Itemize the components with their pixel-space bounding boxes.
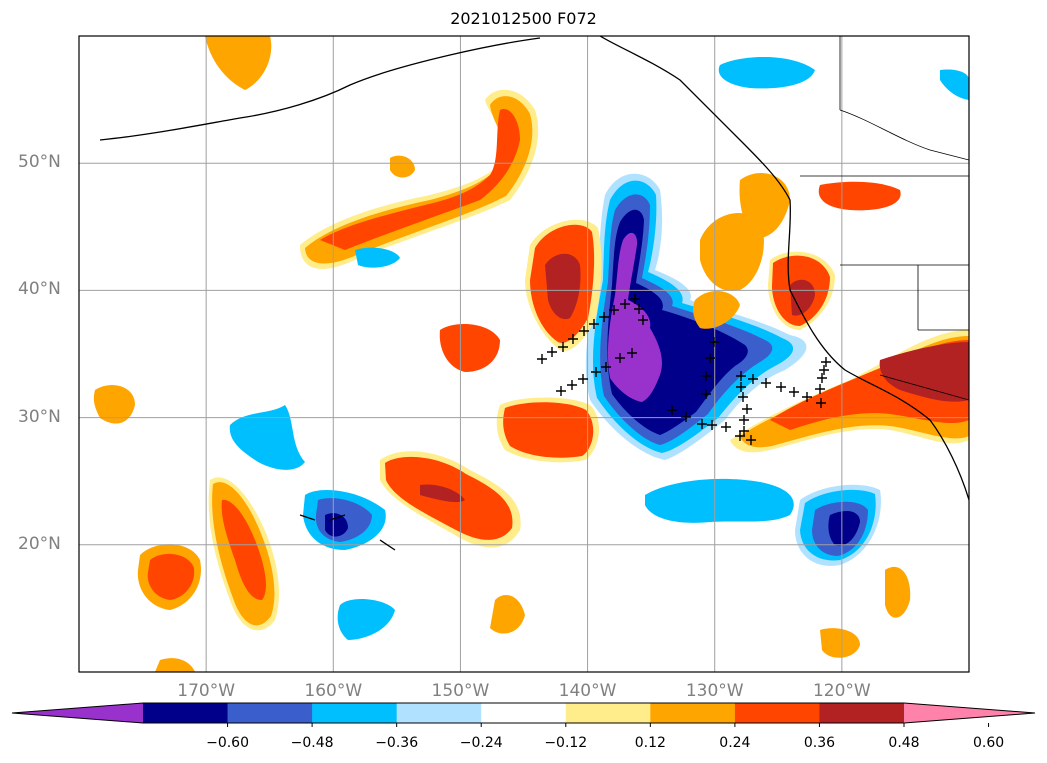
cross-marker (742, 404, 752, 414)
latitude-label: 40°N (18, 279, 61, 300)
plot-title: 2021012500 F072 (450, 9, 597, 28)
cross-marker (591, 367, 601, 377)
colorbar-segment (227, 703, 313, 723)
cross-marker (738, 392, 748, 402)
cross-marker (748, 374, 758, 384)
colorbar-tick-label: 0.12 (634, 735, 666, 751)
longitude-label: 160°W (304, 681, 363, 701)
colorbar-tick-label: −0.48 (290, 735, 334, 751)
cross-marker (620, 299, 630, 309)
cross-marker (667, 405, 677, 415)
colorbar-tick-label: −0.60 (206, 735, 249, 751)
cross-marker (634, 304, 644, 314)
latitude-label: 50°N (18, 152, 61, 173)
colorbar-tick-label: −0.24 (459, 735, 503, 751)
colorbar-segment (734, 703, 820, 723)
negative-anomaly-regions (229, 56, 969, 640)
cross-marker (599, 312, 609, 322)
colorbar (11, 702, 1036, 727)
latitude-label: 30°N (18, 406, 61, 427)
political-borders (800, 36, 969, 401)
cross-marker (802, 392, 812, 402)
colorbar-tick-label: −0.36 (375, 735, 419, 751)
cross-marker (721, 422, 731, 432)
cross-marker (776, 382, 786, 392)
longitude-label: 130°W (685, 681, 744, 701)
cross-marker (789, 387, 799, 397)
cross-marker (579, 326, 589, 336)
colorbar-lower-extend (12, 703, 143, 723)
colorbar-tick-label: 0.48 (888, 735, 920, 751)
longitude-label: 140°W (558, 681, 617, 701)
cross-marker (736, 382, 746, 392)
coastlines (99, 36, 969, 551)
cross-marker (736, 371, 746, 381)
cross-marker (821, 357, 831, 367)
colorbar-segment (143, 703, 229, 723)
cross-marker (609, 305, 619, 315)
positive-anomaly-regions (93, 36, 969, 672)
cross-marker (705, 353, 715, 363)
cross-marker (578, 374, 588, 384)
grid-lines (79, 36, 969, 672)
colorbar-tick-label: −0.12 (544, 735, 588, 751)
cross-marker (819, 365, 829, 375)
observation-markers (537, 294, 831, 445)
cross-marker (601, 362, 611, 372)
longitude-label: 170°W (177, 681, 236, 701)
latitude-label: 20°N (18, 533, 61, 554)
colorbar-segment (396, 703, 482, 723)
cross-marker (816, 398, 826, 408)
cross-marker (556, 386, 566, 396)
cross-marker (589, 319, 599, 329)
cross-marker (746, 435, 756, 445)
cross-marker (627, 348, 637, 358)
colorbar-segment (650, 703, 736, 723)
cross-marker (638, 315, 648, 325)
colorbar-outline (11, 702, 1036, 724)
cross-marker (567, 380, 577, 390)
cross-marker (707, 420, 717, 430)
cross-marker (701, 389, 711, 399)
cross-marker (681, 412, 691, 422)
cross-marker (817, 373, 827, 383)
cross-marker (697, 419, 707, 429)
colorbar-segment (312, 703, 398, 723)
cross-marker (568, 334, 578, 344)
colorbar-tick-label: 0.60 (972, 735, 1005, 751)
colorbar-segment (565, 703, 651, 723)
longitude-label: 120°W (812, 681, 871, 701)
cross-marker (537, 354, 547, 364)
cross-marker (701, 371, 711, 381)
longitude-label: 150°W (431, 681, 490, 701)
cross-marker (709, 337, 719, 347)
anomaly-fields (79, 36, 969, 672)
cross-marker (547, 347, 557, 357)
cross-marker (761, 378, 771, 388)
colorbar-segment (481, 703, 567, 723)
cross-marker (815, 384, 825, 394)
cross-marker (739, 415, 749, 425)
cross-marker (558, 342, 568, 352)
cross-marker (615, 353, 625, 363)
colorbar-tick-label: 0.36 (803, 735, 836, 751)
cross-marker (739, 426, 749, 436)
colorbar-upper-extend (904, 703, 1035, 723)
cross-marker (630, 294, 640, 304)
colorbar-tick-label: 0.24 (719, 735, 751, 751)
map-frame (78, 35, 970, 673)
colorbar-segment (819, 703, 905, 723)
